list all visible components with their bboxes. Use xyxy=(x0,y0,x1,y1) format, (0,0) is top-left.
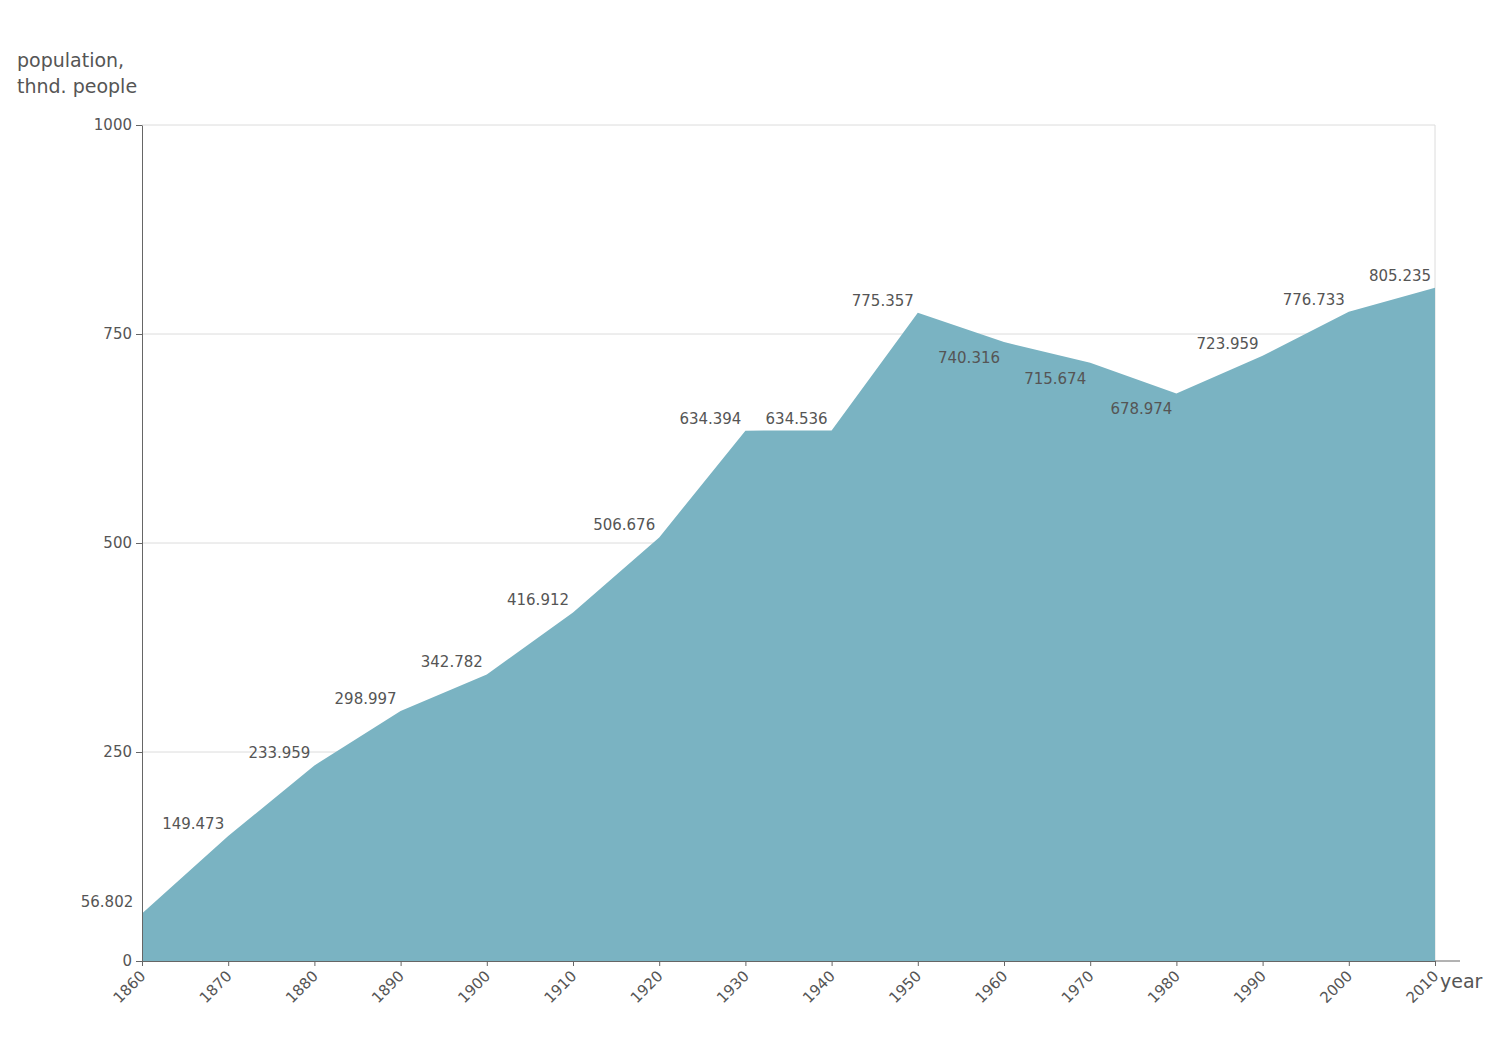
data-label: 723.959 xyxy=(1197,335,1259,353)
data-label: 342.782 xyxy=(421,653,483,671)
data-label: 149.473 xyxy=(162,815,224,833)
data-label: 416.912 xyxy=(507,591,569,609)
y-tick-mark xyxy=(136,334,142,335)
x-tick-label: 1930 xyxy=(713,967,753,1007)
x-tick-label: 1940 xyxy=(799,967,839,1007)
x-tick: 2000 xyxy=(1316,961,1356,1007)
x-tick: 2010 xyxy=(1403,961,1443,1007)
data-label: 298.997 xyxy=(335,690,397,708)
data-label: 634.536 xyxy=(766,410,828,428)
y-tick: 250 xyxy=(103,743,142,761)
x-tick-mark xyxy=(1349,961,1350,966)
y-tick-mark xyxy=(136,125,142,126)
y-tick: 750 xyxy=(103,325,142,343)
y-tick-label: 250 xyxy=(103,743,132,761)
area xyxy=(142,288,1435,961)
x-tick-mark xyxy=(228,961,229,966)
data-label: 506.676 xyxy=(593,516,655,534)
data-label: 634.394 xyxy=(679,410,741,428)
data-label: 715.674 xyxy=(1024,370,1086,388)
x-axis-title: year xyxy=(1440,970,1483,992)
x-tick-label: 1950 xyxy=(885,967,925,1007)
x-tick: 1970 xyxy=(1058,961,1098,1007)
y-axis: 0 250 500 750 1000 xyxy=(94,116,143,970)
x-tick-mark xyxy=(1176,961,1177,966)
x-tick-label: 1970 xyxy=(1058,967,1098,1007)
x-tick-label: 1890 xyxy=(368,967,408,1007)
y-tick-mark xyxy=(136,752,142,753)
y-tick-label: 750 xyxy=(103,325,132,343)
x-tick-mark xyxy=(1090,961,1091,966)
x-tick-mark xyxy=(487,961,488,966)
x-tick: 1940 xyxy=(799,961,839,1007)
data-label: 678.974 xyxy=(1110,400,1172,418)
x-axis: 1860 1870 1880 1890 1900 1910 1920 1930 1940 1950… xyxy=(110,961,1443,1007)
x-tick-label: 1910 xyxy=(541,967,581,1007)
x-tick: 1880 xyxy=(282,961,322,1007)
x-tick-mark xyxy=(314,961,315,966)
x-axis-line xyxy=(143,961,1436,962)
x-tick-label: 1980 xyxy=(1144,967,1184,1007)
x-axis-extension xyxy=(1435,961,1460,962)
data-label: 56.802 xyxy=(81,893,134,911)
y-axis-title: thnd. people xyxy=(17,75,137,97)
x-tick: 1920 xyxy=(627,961,667,1007)
y-axis-line xyxy=(142,126,143,962)
x-tick: 1990 xyxy=(1230,961,1270,1007)
x-tick: 1930 xyxy=(713,961,753,1007)
x-tick-label: 1960 xyxy=(972,967,1012,1007)
x-tick-label: 1990 xyxy=(1230,967,1270,1007)
chart: 0 250 500 750 1000 1860 1870 1880 1890 1900 1910 19… xyxy=(0,0,1500,1051)
x-tick: 1960 xyxy=(972,961,1012,1007)
grid xyxy=(142,125,1435,961)
x-tick-mark xyxy=(1263,961,1264,966)
x-tick: 1950 xyxy=(885,961,925,1007)
x-tick: 1980 xyxy=(1144,961,1184,1007)
y-axis-title: population, xyxy=(17,49,124,71)
x-tick-label: 2000 xyxy=(1316,967,1356,1007)
x-tick-label: 1880 xyxy=(282,967,322,1007)
data-label: 776.733 xyxy=(1283,291,1345,309)
x-tick: 1870 xyxy=(196,961,236,1007)
y-tick: 500 xyxy=(103,534,142,552)
y-tick-label: 500 xyxy=(103,534,132,552)
y-tick-mark xyxy=(136,543,142,544)
y-tick: 1000 xyxy=(94,116,142,134)
plot: 0 250 500 750 1000 1860 1870 1880 1890 1900 1910 19… xyxy=(81,116,1460,1007)
grid-line xyxy=(142,125,1435,126)
x-tick-label: 2010 xyxy=(1403,967,1443,1007)
x-tick: 1860 xyxy=(110,961,150,1007)
data-label: 740.316 xyxy=(938,349,1000,367)
data-label: 805.235 xyxy=(1369,267,1431,285)
x-tick: 1900 xyxy=(454,961,494,1007)
x-tick-label: 1900 xyxy=(454,967,494,1007)
data-labels: 56.802 149.473 233.959 298.997 342.782 416.91… xyxy=(81,267,1431,911)
x-tick-mark xyxy=(142,961,143,966)
x-tick-label: 1860 xyxy=(110,967,150,1007)
x-tick-mark xyxy=(573,961,574,966)
x-tick: 1910 xyxy=(541,961,581,1007)
data-label: 233.959 xyxy=(248,744,310,762)
x-tick-mark xyxy=(401,961,402,966)
y-tick-label: 0 xyxy=(122,952,132,970)
x-tick-mark xyxy=(918,961,919,966)
x-tick-mark xyxy=(659,961,660,966)
data-label: 775.357 xyxy=(852,292,914,310)
x-tick-label: 1870 xyxy=(196,967,236,1007)
y-tick-mark xyxy=(136,961,142,962)
x-tick-mark xyxy=(745,961,746,966)
x-tick-label: 1920 xyxy=(627,967,667,1007)
x-tick-mark xyxy=(1435,961,1436,966)
x-tick: 1890 xyxy=(368,961,408,1007)
y-tick-label: 1000 xyxy=(94,116,132,134)
x-tick-mark xyxy=(1004,961,1005,966)
x-tick-mark xyxy=(832,961,833,966)
y-tick: 0 xyxy=(122,952,142,970)
marks xyxy=(142,288,1435,961)
